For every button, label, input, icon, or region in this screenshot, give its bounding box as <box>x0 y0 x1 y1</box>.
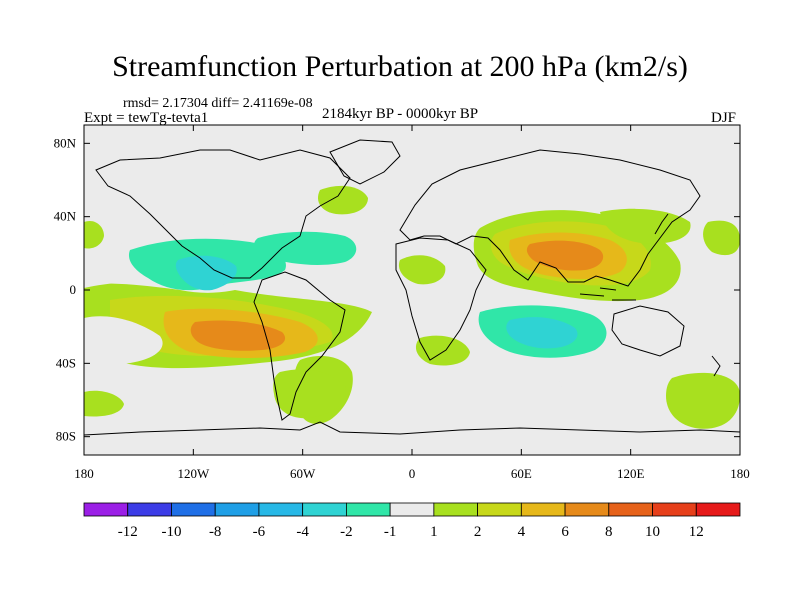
colorbar-label: -4 <box>296 524 309 540</box>
colorbar-swatch <box>695 502 741 517</box>
latitude-axis: 80N 40N 0 40S 80S <box>54 135 740 444</box>
lat-tick-label: 40N <box>54 209 77 224</box>
contour-south-australia-negative <box>559 370 640 402</box>
colorbar-label: -8 <box>209 524 222 540</box>
lat-tick-label: 0 <box>70 282 77 297</box>
coastlines <box>84 139 740 436</box>
contour-africa-positive <box>398 255 446 285</box>
colorbar-label: 1 <box>430 524 438 540</box>
contour-east-edge-positive <box>703 220 740 256</box>
colorbar-swatch <box>345 502 391 517</box>
plot-title: Streamfunction Perturbation at 200 hPa (… <box>112 50 688 83</box>
colorbar-swatch <box>83 502 129 517</box>
colorbar-swatch <box>433 502 479 517</box>
coast-africa <box>395 237 487 361</box>
contour-east-pacific-negative <box>84 316 163 364</box>
coast-south-america <box>253 271 346 421</box>
colorbar-label: 10 <box>645 524 660 540</box>
contour-atlantic-negative <box>254 231 357 265</box>
contour-australia-negative <box>675 303 736 344</box>
contour-asian-high-core <box>526 240 604 271</box>
lat-tick-label: 80S <box>56 429 76 444</box>
contour-southwest-pacific-positive <box>84 390 124 417</box>
colorbar-swatch <box>258 502 304 517</box>
colorbar-label: -2 <box>340 524 353 540</box>
coast-indonesia <box>579 287 636 301</box>
lon-tick-label: 180 <box>74 466 94 481</box>
colorbar-label: -6 <box>253 524 266 540</box>
coast-japan <box>654 213 669 235</box>
contour-north-atlantic-positive <box>317 185 368 215</box>
coast-greenland <box>329 139 401 185</box>
lat-tick-label: 40S <box>56 355 76 370</box>
experiment-label: Expt = tewTg-tevta1 <box>84 110 209 126</box>
colorbar-swatch <box>302 502 347 517</box>
period-label: 2184kyr BP - 0000kyr BP <box>322 106 479 122</box>
colorbar-swatch <box>171 502 216 517</box>
contour-south-pacific-core <box>190 320 286 351</box>
colorbar-swatch <box>214 502 260 517</box>
lon-tick-label: 60W <box>290 466 316 481</box>
longitude-axis: 180 120W 60W 0 60E 120E 180 <box>74 125 750 481</box>
colorbar-swatch <box>564 502 610 517</box>
colorbar-label: 12 <box>689 524 704 540</box>
colorbar-label: 8 <box>605 524 613 540</box>
colorbar-label: 6 <box>561 524 569 540</box>
colorbar-label: -12 <box>118 524 138 540</box>
colorbar-swatch <box>608 502 653 517</box>
stats-label: rmsd= 2.17304 diff= 2.41169e-08 <box>123 96 313 111</box>
coast-antarctica <box>84 421 740 436</box>
colorbar-swatch <box>127 502 172 517</box>
lon-tick-label: 60E <box>511 466 532 481</box>
coast-australia <box>611 305 685 357</box>
lat-tick-label: 80N <box>54 135 77 150</box>
coast-north-america <box>95 149 351 279</box>
colorbar-label: 4 <box>518 524 526 540</box>
lon-tick-label: 120W <box>177 466 210 481</box>
contour-indian-ocean-core <box>506 317 578 349</box>
contour-south-america-positive <box>273 369 346 419</box>
colorbar-label: 2 <box>474 524 482 540</box>
coast-new-zealand <box>711 355 721 377</box>
lon-tick-label: 0 <box>409 466 416 481</box>
colorbar-swatch <box>652 502 697 517</box>
season-label: DJF <box>711 110 737 126</box>
coast-eurasia <box>399 149 701 287</box>
contour-north-america-inner <box>175 255 237 291</box>
contour-west-pacific-positive <box>600 208 691 244</box>
colorbar-label: -10 <box>161 524 181 540</box>
colorbar-swatch <box>520 502 566 517</box>
map-panel <box>84 125 740 455</box>
lon-tick-label: 180 <box>730 466 750 481</box>
colorbar-label: -1 <box>384 524 397 540</box>
colorbar: -12 -10 -8 -6 -4 -2 -1 1 2 4 6 8 10 12 <box>83 502 741 540</box>
contour-atlantic-edge-positive <box>84 220 104 249</box>
colorbar-swatch <box>477 502 522 517</box>
contour-southern-ocean-positive <box>666 372 740 429</box>
colorbar-swatch <box>389 502 435 517</box>
lon-tick-label: 120E <box>617 466 645 481</box>
